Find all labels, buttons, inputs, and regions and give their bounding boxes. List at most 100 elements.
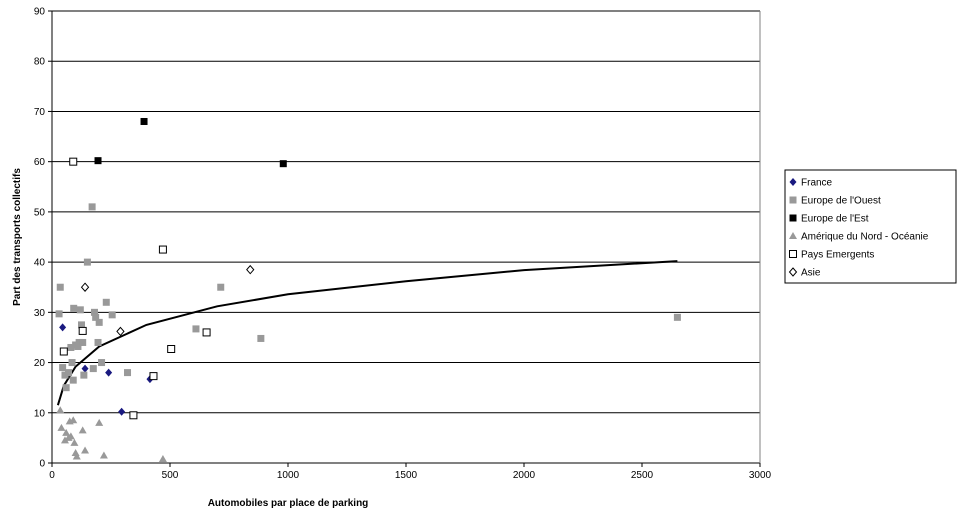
series-3 — [56, 406, 167, 462]
y-tick-label: 20 — [34, 358, 46, 369]
legend-marker — [789, 232, 797, 239]
data-point — [129, 411, 138, 420]
data-point — [124, 369, 132, 377]
data-point — [217, 283, 225, 291]
data-point — [75, 338, 83, 346]
data-point — [76, 306, 84, 314]
data-point — [158, 454, 167, 462]
data-point — [74, 342, 82, 350]
data-point — [158, 245, 167, 254]
data-point — [94, 157, 102, 165]
x-tick-label: 3000 — [749, 470, 772, 481]
data-point — [80, 371, 88, 379]
x-tick-label: 1000 — [277, 470, 300, 481]
data-point — [95, 318, 103, 326]
data-point — [78, 326, 87, 335]
gridlines — [52, 10, 760, 414]
data-point — [149, 372, 158, 381]
data-point — [55, 310, 63, 318]
data-point — [67, 343, 75, 351]
legend-marker — [789, 196, 797, 204]
data-point — [257, 334, 265, 342]
data-point — [56, 406, 65, 414]
series-1 — [55, 203, 681, 392]
data-point — [59, 347, 68, 356]
legend-label: France — [801, 178, 833, 189]
data-point — [90, 308, 98, 316]
y-tick-label: 80 — [34, 57, 46, 68]
data-point — [70, 304, 78, 312]
data-point — [99, 451, 108, 459]
legend-label: Amérique du Nord - Océanie — [801, 232, 929, 243]
data-point — [80, 282, 90, 292]
data-point — [69, 376, 77, 384]
data-point — [92, 313, 100, 321]
data-point — [88, 203, 96, 211]
legend: France Europe de l'Ouest Europe de l'Est Am… — [784, 169, 957, 284]
legend-marker — [789, 178, 797, 186]
data-point — [105, 368, 113, 377]
data-point — [78, 426, 87, 434]
trendline-group — [56, 260, 678, 406]
data-point — [59, 323, 67, 332]
data-point — [95, 418, 104, 426]
y-tick-label: 30 — [34, 308, 46, 319]
series-4 — [59, 157, 211, 420]
data-point — [83, 258, 91, 266]
data-point — [66, 432, 75, 440]
data-point — [65, 369, 73, 377]
data-point — [102, 298, 110, 306]
series-0 — [59, 323, 154, 416]
x-tick-label: 2500 — [631, 470, 654, 481]
x-tick-label: 2000 — [513, 470, 536, 481]
legend-marker — [789, 214, 797, 222]
x-tick-label: 500 — [162, 470, 179, 481]
data-point — [56, 283, 64, 291]
x-tick-label: 0 — [49, 470, 55, 481]
data-point — [246, 264, 255, 275]
data-point — [81, 364, 89, 373]
y-tick-label: 40 — [34, 258, 46, 269]
data-point — [192, 325, 200, 333]
data-point — [118, 407, 126, 416]
legend-label: Europe de l'Est — [801, 214, 869, 225]
data-point — [68, 359, 76, 367]
data-point — [94, 338, 102, 346]
y-tick-label: 70 — [34, 107, 46, 118]
data-point — [69, 416, 78, 424]
series-5 — [80, 264, 255, 337]
legend-label: Europe de l'Ouest — [801, 196, 881, 207]
data-point — [79, 338, 87, 346]
tick-labels: 0 10 20 30 40 50 60 70 80 90 0 500 1000 1500 2000 2500 3… — [34, 7, 772, 482]
trendline — [56, 260, 678, 406]
legend-marker — [789, 250, 797, 258]
data-points — [55, 117, 681, 462]
data-point — [108, 311, 116, 319]
y-axis-title: Part des transports collectifs — [12, 168, 23, 306]
data-point — [673, 313, 681, 321]
legend-label: Asie — [801, 268, 821, 279]
y-tick-label: 90 — [34, 7, 46, 18]
y-tick-label: 0 — [39, 459, 45, 470]
data-point — [72, 452, 81, 460]
data-point — [62, 428, 71, 436]
y-tick-label: 60 — [34, 157, 46, 168]
data-point — [98, 359, 106, 367]
y-tick-label: 10 — [34, 408, 46, 419]
x-axis-title: Automobiles par place de parking — [208, 498, 369, 509]
data-point — [279, 160, 287, 168]
data-point — [60, 436, 69, 444]
data-point — [89, 365, 97, 373]
data-point — [59, 364, 67, 372]
series-2 — [94, 117, 287, 168]
data-point — [81, 446, 90, 454]
legend-label: Pays Emergents — [801, 250, 874, 261]
data-point — [116, 326, 125, 337]
data-point — [167, 344, 176, 353]
data-point — [69, 157, 78, 166]
data-point — [62, 384, 70, 392]
y-tick-label: 50 — [34, 207, 46, 218]
data-point — [78, 321, 85, 329]
data-point — [61, 371, 69, 379]
